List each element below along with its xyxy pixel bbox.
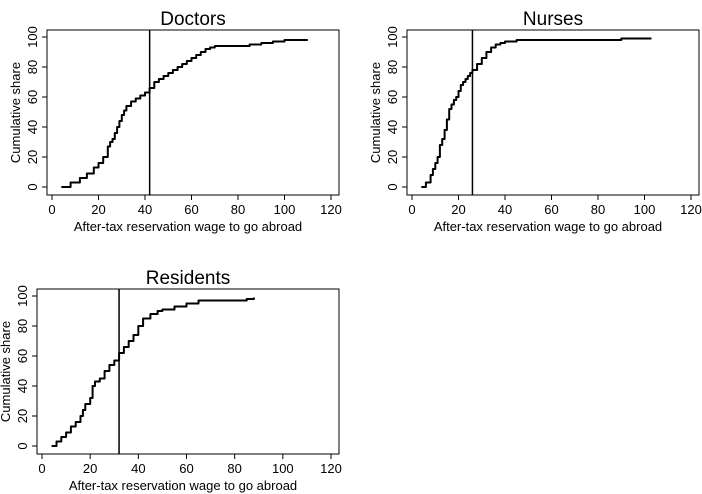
y-tick-label: 100 [15,285,30,307]
y-tick-label: 20 [25,150,40,164]
x-axis-label: After-tax reservation wage to go abroad [434,219,662,234]
y-axis-label: Cumulative share [8,62,23,163]
panel-residents: Residents After-tax reservation wage to … [0,268,342,493]
chart-title: Doctors [160,9,225,30]
x-tick-label: 100 [272,461,294,476]
chart-title: Residents [146,268,231,289]
plot-frame [36,288,340,455]
plot-frame [46,29,340,196]
y-tick-label: 100 [385,26,400,48]
y-tick-label: 80 [385,60,400,74]
x-tick-label: 40 [131,461,145,476]
x-tick-label: 0 [38,461,45,476]
plot-frame [406,29,700,196]
y-tick-label: 60 [15,349,30,363]
y-tick-label: 0 [25,183,40,190]
panel-doctors: Doctors After-tax reservation wage to go… [8,9,342,234]
y-tick-label: 20 [15,409,30,423]
y-tick-label: 100 [25,26,40,48]
cumulative-share-line [61,39,308,188]
y-axis-label: Cumulative share [0,321,13,422]
x-tick-label: 0 [48,202,55,217]
x-tick-label: 120 [320,202,342,217]
y-tick-label: 40 [385,120,400,134]
x-tick-label: 60 [184,202,198,217]
x-tick-label: 0 [408,202,415,217]
x-tick-label: 20 [83,461,97,476]
x-tick-label: 80 [231,202,245,217]
cumulative-share-line [51,297,255,447]
y-tick-label: 20 [385,150,400,164]
y-tick-label: 80 [15,319,30,333]
y-tick-label: 60 [25,90,40,104]
panel-nurses: Nurses After-tax reservation wage to go … [368,9,702,234]
x-tick-label: 80 [591,202,605,217]
x-tick-label: 40 [498,202,512,217]
y-tick-label: 40 [15,379,30,393]
x-tick-label: 100 [634,202,656,217]
x-tick-label: 20 [451,202,465,217]
x-tick-label: 120 [320,461,342,476]
y-tick-label: 0 [15,442,30,449]
y-tick-label: 0 [385,183,400,190]
y-tick-label: 80 [25,60,40,74]
x-axis-label: After-tax reservation wage to go abroad [69,478,297,493]
x-tick-label: 80 [227,461,241,476]
x-tick-label: 20 [91,202,105,217]
chart-title: Nurses [523,9,583,30]
x-tick-label: 60 [544,202,558,217]
x-tick-label: 100 [274,202,296,217]
y-tick-label: 60 [385,90,400,104]
x-tick-label: 60 [179,461,193,476]
y-tick-label: 40 [25,120,40,134]
y-axis-label: Cumulative share [368,62,383,163]
x-tick-label: 40 [138,202,152,217]
x-tick-label: 120 [680,202,702,217]
cumulative-share-line [421,37,652,188]
x-axis-label: After-tax reservation wage to go abroad [74,219,302,234]
